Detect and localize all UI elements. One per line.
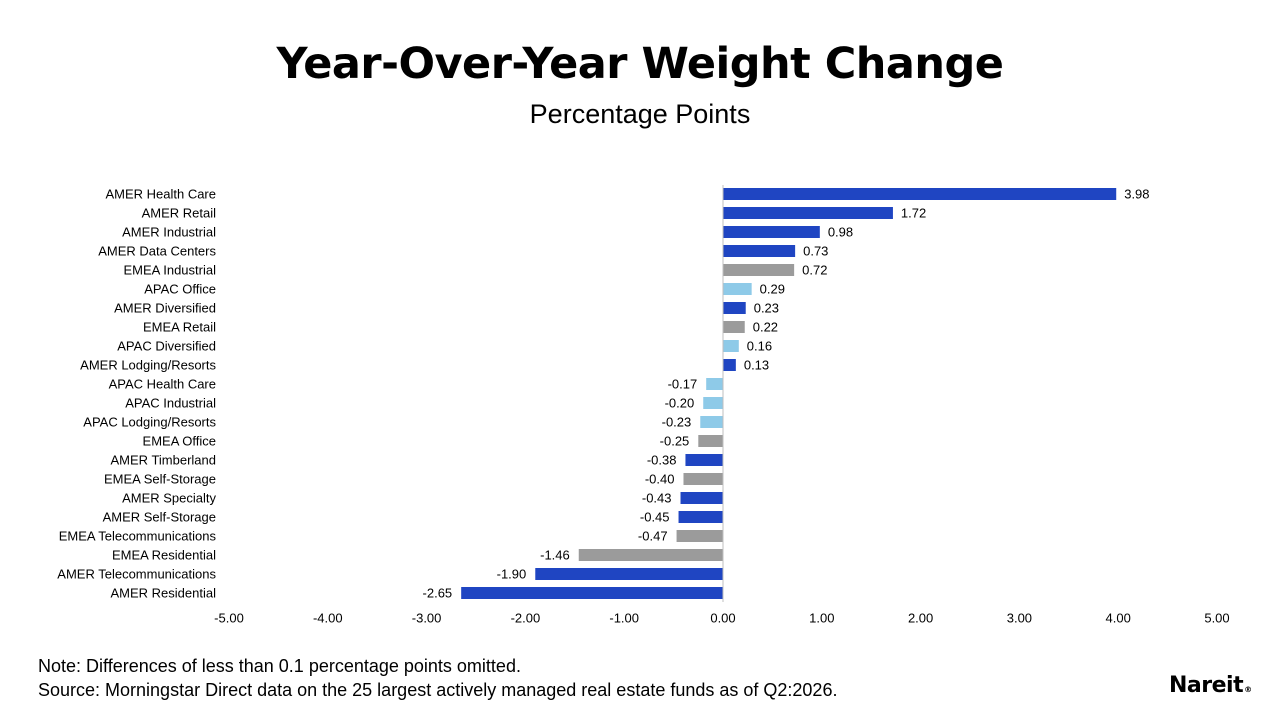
data-label: -0.25 [660, 434, 690, 449]
category-label: AMER Residential [111, 586, 217, 601]
data-label: -0.43 [642, 491, 672, 506]
x-tick-label: 2.00 [908, 611, 933, 626]
x-tick-label: -2.00 [511, 611, 541, 626]
registered-mark: ® [1244, 685, 1252, 694]
x-tick-label: 3.00 [1007, 611, 1032, 626]
data-label: 0.16 [747, 339, 772, 354]
category-label: APAC Industrial [125, 396, 216, 411]
category-label: AMER Timberland [111, 453, 216, 468]
category-label: APAC Health Care [109, 377, 216, 392]
bar-chart: AMER Health Care 3.98 AMER Retail 1.72 AMER … [57, 185, 1230, 626]
bar [723, 226, 820, 238]
x-tick-label: -5.00 [214, 611, 244, 626]
x-tick-label: 1.00 [809, 611, 834, 626]
category-label: AMER Telecommunications [57, 567, 216, 582]
data-label: 0.98 [828, 225, 853, 240]
nareit-logo: Nareit® [1169, 672, 1252, 704]
category-label: APAC Diversified [117, 339, 216, 354]
bar [698, 435, 723, 447]
data-label: 0.23 [754, 301, 779, 316]
data-label: -0.17 [668, 377, 698, 392]
data-label: -0.40 [645, 472, 675, 487]
bar [461, 587, 723, 599]
footnote-source: Source: Morningstar Direct data on the 2… [38, 680, 838, 700]
category-label: AMER Retail [142, 206, 217, 221]
data-label: -2.65 [423, 586, 453, 601]
bar [700, 416, 723, 428]
category-label: EMEA Telecommunications [59, 529, 217, 544]
bar [685, 454, 723, 466]
category-label: EMEA Office [143, 434, 216, 449]
bar [723, 302, 746, 314]
data-label: -1.46 [540, 548, 570, 563]
bar [723, 188, 1117, 200]
bar [683, 473, 723, 485]
bar [723, 340, 739, 352]
data-label: 0.29 [760, 282, 785, 297]
chart-subtitle: Percentage Points [529, 99, 751, 129]
data-label: -0.38 [647, 453, 677, 468]
bar [723, 245, 796, 257]
data-label: -0.45 [640, 510, 670, 525]
x-tick-label: -4.00 [313, 611, 343, 626]
category-label: EMEA Industrial [124, 263, 217, 278]
bar [706, 378, 723, 390]
category-label: APAC Lodging/Resorts [83, 415, 216, 430]
bar [578, 549, 723, 561]
data-label: 0.73 [803, 244, 828, 259]
bar [723, 359, 736, 371]
bar [723, 321, 745, 333]
data-label: -1.90 [497, 567, 527, 582]
data-label: 1.72 [901, 206, 926, 221]
category-label: AMER Health Care [105, 187, 216, 202]
bar [680, 492, 723, 504]
bar [723, 283, 752, 295]
bar [676, 530, 723, 542]
category-label: AMER Lodging/Resorts [80, 358, 216, 373]
category-label: EMEA Retail [143, 320, 216, 335]
category-label: AMER Diversified [114, 301, 216, 316]
bar [723, 264, 795, 276]
data-label: 3.98 [1124, 187, 1149, 202]
data-label: 0.72 [802, 263, 827, 278]
data-label: -0.47 [638, 529, 668, 544]
category-label: EMEA Self-Storage [104, 472, 216, 487]
x-tick-label: 5.00 [1204, 611, 1229, 626]
x-tick-label: -3.00 [412, 611, 442, 626]
category-label: AMER Industrial [122, 225, 216, 240]
category-label: AMER Self-Storage [103, 510, 216, 525]
bar [723, 207, 893, 219]
category-label: EMEA Residential [112, 548, 216, 563]
category-label: AMER Specialty [122, 491, 216, 506]
x-tick-label: 0.00 [710, 611, 735, 626]
x-tick-label: 4.00 [1106, 611, 1131, 626]
footnote-note: Note: Differences of less than 0.1 perce… [38, 656, 521, 676]
x-tick-label: -1.00 [609, 611, 639, 626]
category-label: APAC Office [144, 282, 216, 297]
data-label: 0.13 [744, 358, 769, 373]
data-label: -0.23 [662, 415, 692, 430]
data-label: -0.20 [665, 396, 695, 411]
data-label: 0.22 [753, 320, 778, 335]
logo-text: Nareit [1169, 673, 1244, 698]
bar [678, 511, 723, 523]
bar [703, 397, 723, 409]
chart-title: Year-Over-Year Weight Change [276, 39, 1004, 89]
bar [535, 568, 723, 580]
category-label: AMER Data Centers [98, 244, 216, 259]
